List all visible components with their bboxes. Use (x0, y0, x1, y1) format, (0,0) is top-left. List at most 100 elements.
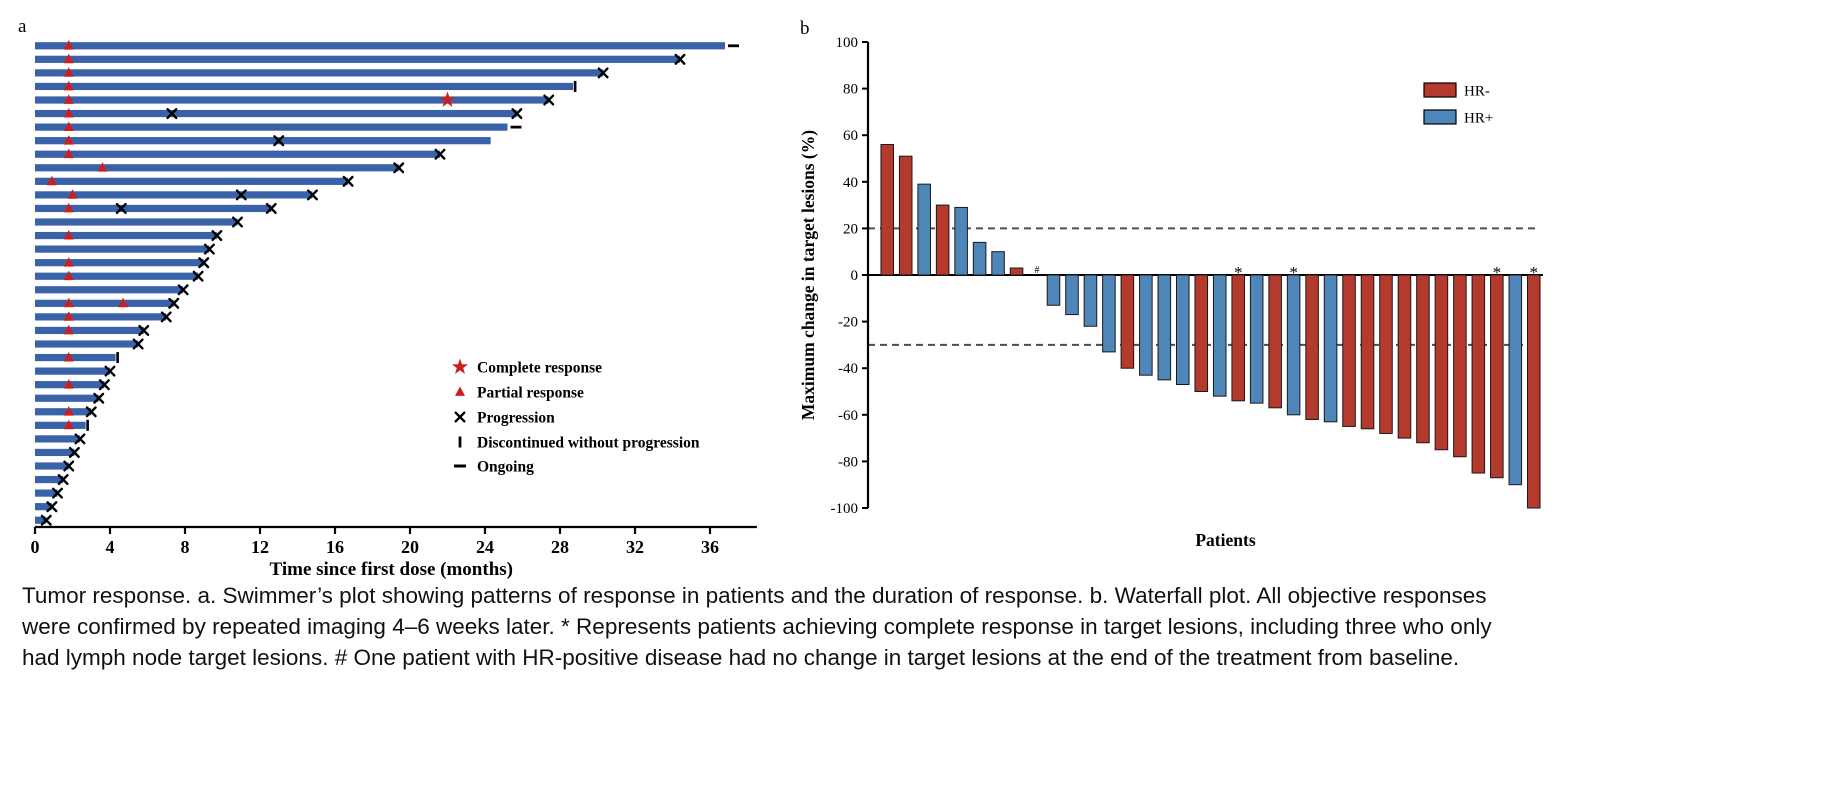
waterfall-bar (1046, 274, 1061, 306)
patient-duration-bar (35, 516, 47, 524)
progression-marker (52, 487, 63, 499)
partial-response-marker (63, 121, 74, 132)
swimmer-legend-label: Progression (477, 410, 555, 427)
progression-marker (98, 379, 110, 391)
patient-duration-bar (35, 286, 184, 294)
progression-marker (342, 175, 354, 187)
x-axis-tick-label: 0 (31, 537, 40, 557)
patient-duration-bar (35, 272, 199, 280)
swimmer-legend-label: Discontinued without progression (477, 435, 700, 452)
y-axis-tick-label: -20 (838, 315, 858, 331)
patient-duration-bar (35, 137, 491, 145)
progression-marker (203, 243, 215, 255)
waterfall-bar (1065, 274, 1079, 316)
x-axis-tick-label: 16 (326, 537, 344, 557)
waterfall-bar (1120, 274, 1135, 369)
progression-marker (68, 446, 80, 458)
patient-duration-bar (35, 96, 549, 104)
no-change-hash: # (1035, 265, 1040, 276)
x-axis-tick-label: 4 (106, 537, 115, 557)
progression-marker (168, 297, 180, 309)
waterfall-bar (1305, 274, 1319, 420)
progression-marker (235, 189, 247, 201)
legend-swatch-hr (1423, 109, 1457, 125)
waterfall-bar (880, 144, 895, 276)
waterfall-bar (1526, 274, 1541, 509)
progression-marker (57, 474, 69, 486)
partial-response-marker (118, 297, 129, 308)
progression-marker (674, 53, 686, 65)
y-axis-tick-label: 80 (843, 82, 858, 98)
y-axis-tick-label: 100 (836, 35, 859, 51)
patient-duration-bar (35, 150, 440, 158)
figure-caption: Tumor response. a. Swimmer’s plot showin… (22, 583, 1492, 670)
x-axis-tick-label: 8 (181, 537, 190, 557)
panel-b-label: b (800, 18, 810, 39)
x-axis-tick-label: 20 (401, 537, 419, 557)
waterfall-bar (1009, 267, 1024, 276)
legend-swatch-hr (1423, 82, 1457, 98)
y-axis-tick-label: -40 (838, 361, 858, 377)
patient-duration-bar (35, 42, 725, 50)
waterfall-x-axis-title: Patients (1195, 530, 1255, 550)
waterfall-bar (972, 241, 987, 276)
waterfall-bars: # * * * * (880, 144, 1541, 509)
x-axis-tick-label: 36 (701, 537, 719, 557)
complete-response-asterisk: * (1289, 263, 1298, 282)
waterfall-bar (1397, 274, 1412, 439)
waterfall-bar (1379, 274, 1393, 434)
waterfall-bar (991, 251, 1005, 276)
patient-duration-bar (35, 245, 210, 253)
progression-marker (265, 202, 277, 214)
patient-duration-bar (35, 435, 80, 443)
partial-response-marker (63, 148, 74, 159)
waterfall-bar (1416, 274, 1430, 444)
patient-duration-bar (35, 340, 139, 348)
triangle-icon (455, 386, 465, 396)
swimmer-legend-label: Ongoing (477, 459, 534, 476)
swimmer-bars (35, 42, 725, 524)
star-icon (451, 358, 469, 374)
patient-duration-bar (35, 462, 69, 470)
patient-duration-bar (35, 82, 574, 91)
patient-duration-bar (35, 353, 116, 362)
progression-marker (511, 108, 523, 120)
partial-response-marker (63, 419, 74, 430)
partial-response-marker (67, 189, 78, 199)
patient-duration-bar (35, 448, 75, 457)
patient-duration-bar (35, 326, 144, 335)
waterfall-bar (898, 155, 913, 276)
complete-response-asterisk: * (1234, 263, 1243, 282)
waterfall-bar (1434, 274, 1449, 451)
patient-duration-bar (35, 367, 110, 375)
patient-duration-bar (35, 503, 52, 511)
patient-duration-bar (35, 394, 99, 402)
x-axis-tick-label: 12 (251, 537, 269, 557)
waterfall-bar (1249, 274, 1264, 404)
waterfall-bar (1157, 274, 1172, 381)
x-axis-tick-label: 24 (476, 537, 494, 557)
waterfall-bar (935, 204, 950, 276)
progression-marker (85, 406, 97, 418)
patient-duration-bar (35, 231, 217, 240)
waterfall-bar (1323, 274, 1338, 423)
x-axis-tick-label: 32 (626, 537, 644, 557)
partial-response-marker (63, 67, 74, 77)
waterfall-bar (1286, 274, 1301, 416)
progression-marker (597, 67, 609, 79)
partial-response-marker (97, 162, 108, 172)
swimmer-legend: Complete response Partial response Progres… (451, 358, 700, 476)
waterfall-legend-label: HR+ (1464, 111, 1493, 127)
progression-marker (63, 460, 75, 472)
progression-marker (307, 189, 318, 201)
partial-response-marker (63, 351, 74, 362)
x-icon (454, 411, 466, 423)
patient-duration-bar (35, 259, 204, 267)
y-axis-tick-label: 40 (843, 175, 858, 191)
partial-response-marker (63, 94, 74, 104)
progression-marker (115, 202, 127, 214)
progression-marker (198, 257, 210, 269)
progression-marker (393, 162, 405, 174)
progression-marker (434, 148, 446, 160)
patient-duration-bar (35, 408, 92, 416)
